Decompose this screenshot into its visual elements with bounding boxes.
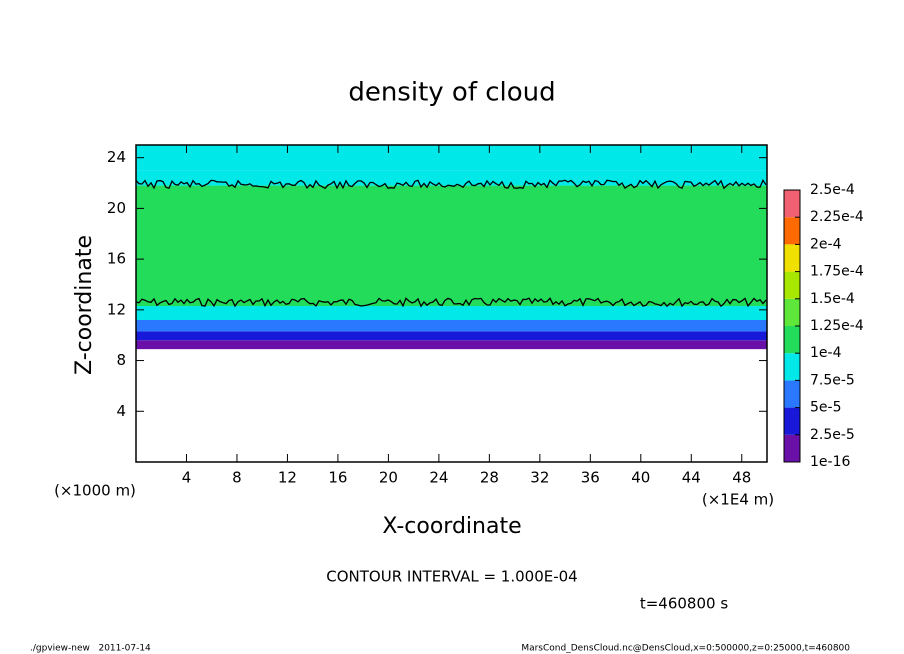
y-axis-label: Z-coordinate — [72, 235, 97, 375]
x-tick-label: 20 — [379, 469, 398, 487]
colorbar-swatch — [784, 407, 800, 435]
plot-frame — [135, 144, 768, 463]
x-unit: (×1E4 m) — [702, 491, 774, 509]
colorbar-swatch — [784, 217, 800, 245]
x-tick-label: 44 — [682, 469, 701, 487]
colorbar-label: 2.5e-5 — [810, 427, 855, 443]
colorbar-swatch — [784, 434, 800, 462]
colorbar-swatch — [784, 380, 800, 408]
x-tick-label: 24 — [429, 469, 448, 487]
colorbar-swatch — [784, 298, 800, 326]
x-tick-label: 48 — [732, 469, 751, 487]
field-band — [136, 185, 767, 307]
time-label: t=460800 s — [640, 595, 728, 613]
footer-left: ./gpview-new 2011-07-14 — [30, 644, 151, 654]
x-tick-label: 32 — [530, 469, 549, 487]
colorbar-label: 2e-4 — [810, 236, 842, 252]
y-unit: (×1000 m) — [54, 482, 136, 500]
y-tick-label: 24 — [107, 148, 126, 166]
y-tick-label: 20 — [107, 199, 126, 217]
x-tick-label: 12 — [278, 469, 297, 487]
y-tick-label: 12 — [107, 300, 126, 318]
colorbar-label: 2.25e-4 — [810, 209, 864, 225]
colorbar-label: 7.5e-5 — [810, 372, 855, 388]
field-band — [136, 340, 767, 350]
x-tick-label: 4 — [182, 469, 192, 487]
colorbar-label: 2.5e-4 — [810, 182, 855, 198]
colorbar-swatch — [784, 326, 800, 354]
field-band — [136, 319, 767, 332]
field-band — [136, 331, 767, 341]
colorbar-label: 5e-5 — [810, 400, 841, 416]
contour-line — [135, 178, 767, 190]
y-tick-label: 8 — [116, 351, 126, 369]
x-axis-label: X-coordinate — [382, 514, 521, 539]
colorbar-swatch — [784, 190, 800, 218]
colorbar-swatch — [784, 244, 800, 272]
y-tick-label: 4 — [116, 402, 126, 420]
chart-title: density of cloud — [348, 78, 555, 108]
footer-right: MarsCond_DensCloud.nc@DensCloud,x=0:5000… — [521, 644, 850, 654]
x-tick-label: 28 — [480, 469, 499, 487]
contour-interval: CONTOUR INTERVAL = 1.000E-04 — [326, 568, 577, 586]
colorbar-label: 1.5e-4 — [810, 291, 855, 307]
field-band — [136, 145, 767, 171]
y-tick-label: 16 — [107, 250, 126, 268]
colorbar-swatch — [784, 271, 800, 299]
field-band — [136, 306, 767, 320]
x-tick-label: 36 — [581, 469, 600, 487]
colorbar-label: 1.25e-4 — [810, 318, 864, 334]
x-tick-label: 8 — [232, 469, 242, 487]
colorbar-swatch — [784, 353, 800, 381]
field-band — [136, 170, 767, 186]
x-tick-label: 40 — [631, 469, 650, 487]
x-tick-label: 16 — [328, 469, 347, 487]
colorbar-label: 1e-4 — [810, 345, 842, 361]
contour-line — [135, 297, 767, 308]
colorbar-label: 1.75e-4 — [810, 264, 864, 280]
colorbar-label: 1e-16 — [810, 454, 850, 470]
